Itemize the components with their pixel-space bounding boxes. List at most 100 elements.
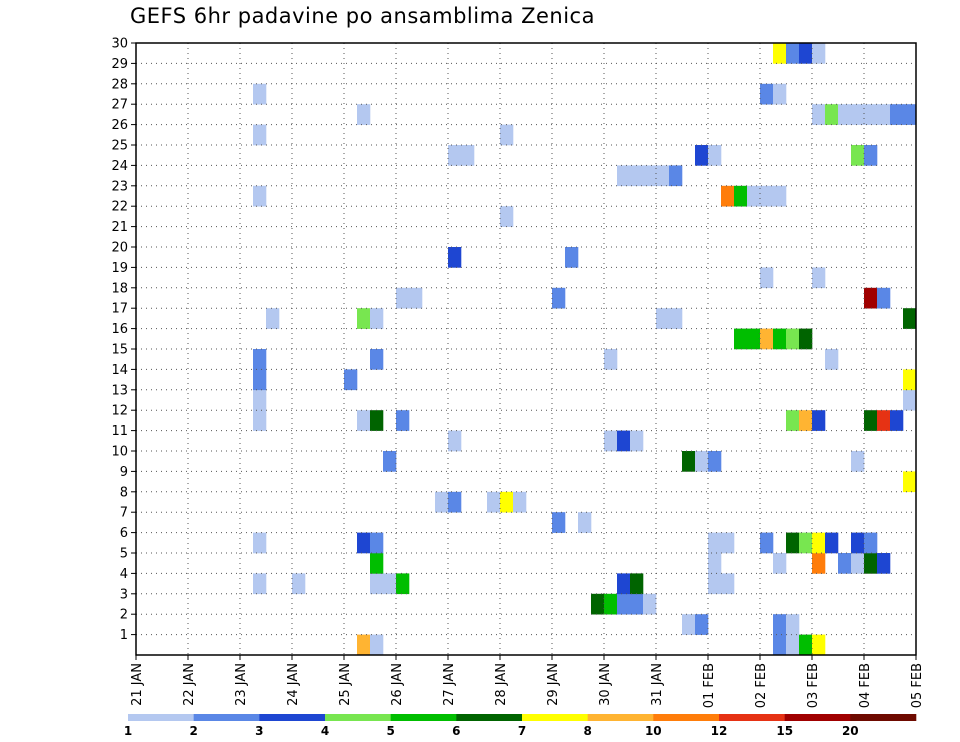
heatmap-cell [890, 104, 904, 125]
colorbar-swatch [850, 714, 917, 721]
heatmap-cell [617, 573, 631, 595]
colorbar-swatch [325, 714, 391, 721]
y-tick-label: 24 [111, 159, 128, 174]
y-tick-label: 30 [111, 37, 128, 52]
heatmap-cell [708, 553, 722, 574]
heatmap-cell [630, 430, 644, 452]
heatmap-cell [253, 349, 267, 370]
y-tick-label: 13 [111, 383, 128, 398]
heatmap-cell [253, 532, 267, 554]
heatmap-cell [734, 185, 748, 207]
heatmap-cell [851, 532, 865, 554]
heatmap-cell [630, 593, 644, 615]
y-tick-label: 6 [120, 526, 128, 541]
heatmap-cell [357, 308, 371, 329]
colorbar-label: 1 [124, 724, 132, 738]
heatmap-cell [500, 206, 514, 227]
y-tick-label: 27 [111, 98, 128, 113]
heatmap-cell [682, 614, 696, 635]
heatmap-cell [617, 430, 631, 452]
heatmap-cell [357, 104, 371, 125]
y-tick-label: 19 [111, 261, 128, 276]
y-tick-label: 23 [111, 179, 128, 194]
colorbar-label: 4 [321, 724, 329, 738]
heatmap-cell [604, 349, 618, 370]
heatmap-cell [604, 430, 618, 452]
heatmap-cell [383, 573, 397, 595]
heatmap-cell [461, 145, 475, 166]
heatmap-cell [812, 553, 826, 574]
heatmap-cell [877, 410, 891, 431]
heatmap-cell [617, 593, 631, 615]
heatmap-cell [695, 145, 709, 166]
heatmap-cell [357, 410, 371, 431]
heatmap-cell [708, 573, 722, 595]
heatmap-cell [409, 287, 423, 309]
y-tick-label: 2 [120, 608, 128, 623]
heatmap-cell [370, 532, 384, 554]
colorbar-label: 10 [645, 724, 662, 738]
heatmap-cell [812, 634, 826, 656]
y-tick-label: 10 [111, 445, 128, 460]
heatmap-cell [448, 247, 462, 268]
heatmap-cell [630, 573, 644, 595]
cells-layer [253, 43, 917, 656]
heatmap-cell [578, 512, 592, 533]
y-tick-label: 12 [111, 404, 128, 419]
heatmap-cell [656, 165, 670, 187]
heatmap-cell [903, 104, 917, 125]
heatmap-cell [760, 328, 774, 350]
x-tick-label: 23 JAN [234, 663, 249, 706]
heatmap-cell [799, 410, 813, 431]
chart-title: GEFS 6hr padavine po ansamblima Zenica [130, 4, 595, 28]
heatmap-cell [864, 532, 878, 554]
colorbar-swatch [193, 714, 260, 721]
heatmap-cell [799, 634, 813, 656]
y-tick-label: 17 [111, 302, 128, 317]
x-tick-label: 30 JAN [598, 663, 613, 706]
colorbar-label: 5 [387, 724, 395, 738]
heatmap-cell [812, 267, 826, 289]
colorbar-swatch [390, 714, 457, 721]
heatmap-cell [253, 124, 267, 146]
heatmap-cell [669, 308, 683, 329]
heatmap-cell [812, 532, 826, 554]
heatmap-cell [630, 165, 644, 187]
colorbar-label: 8 [584, 724, 592, 738]
heatmap-cell [552, 512, 566, 533]
heatmap-cell [721, 185, 735, 207]
heatmap-cell [851, 451, 865, 472]
heatmap-cell [357, 634, 371, 656]
colorbar-swatch [784, 714, 851, 721]
y-tick-label: 3 [120, 587, 128, 602]
heatmap-cell [812, 104, 826, 125]
heatmap-cell [773, 634, 787, 656]
x-tick-label: 25 JAN [338, 663, 353, 706]
heatmap-cell [799, 328, 813, 350]
heatmap-cell [253, 83, 267, 105]
colorbar-label: 15 [776, 724, 793, 738]
heatmap-cell [812, 43, 826, 64]
x-axis: 21 JAN 22 JAN 23 JAN 24 JAN 25 JAN 26 JAN 27 J… [130, 655, 925, 708]
heatmap-cell [357, 532, 371, 554]
heatmap-cell [773, 328, 787, 350]
heatmap-cell [760, 83, 774, 105]
heatmap-cell [851, 553, 865, 574]
y-tick-label: 18 [111, 281, 128, 296]
heatmap-cell [591, 593, 605, 615]
colorbar-label: 7 [518, 724, 526, 738]
heatmap-cell [903, 471, 917, 493]
colorbar-swatch [456, 714, 523, 721]
heatmap-cell [383, 451, 397, 472]
heatmap-cell [825, 104, 839, 125]
colorbar-swatch [653, 714, 720, 721]
heatmap-cell [864, 553, 878, 574]
heatmap-cell [253, 410, 267, 431]
heatmap-cell [396, 573, 410, 595]
heatmap-cell [799, 43, 813, 64]
heatmap-cell [786, 634, 800, 656]
x-tick-label: 05 FEB [910, 663, 925, 708]
heatmap-cell [799, 532, 813, 554]
heatmap-cell [760, 532, 774, 554]
